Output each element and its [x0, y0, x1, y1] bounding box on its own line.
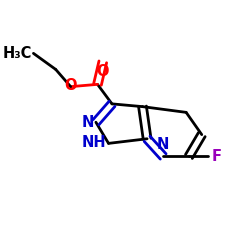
Text: O: O [64, 78, 77, 93]
Text: NH: NH [82, 135, 107, 150]
Text: H₃C: H₃C [3, 46, 32, 61]
Text: N: N [81, 115, 94, 130]
Text: O: O [96, 64, 109, 79]
Text: F: F [211, 149, 221, 164]
Text: N: N [157, 137, 169, 152]
